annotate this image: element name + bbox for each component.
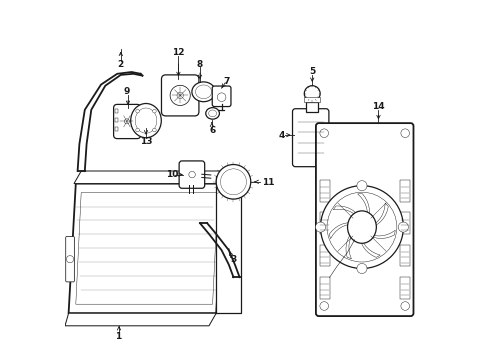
Circle shape	[217, 93, 226, 102]
Bar	[216, 176, 242, 313]
Text: 8: 8	[196, 60, 203, 69]
FancyBboxPatch shape	[66, 237, 74, 282]
Circle shape	[216, 165, 251, 199]
Ellipse shape	[192, 82, 215, 102]
Bar	[400, 277, 410, 299]
Text: 12: 12	[172, 48, 185, 57]
Bar	[115, 118, 118, 122]
Text: 10: 10	[166, 171, 178, 180]
Polygon shape	[371, 203, 389, 227]
Bar	[115, 109, 118, 113]
Text: 5: 5	[309, 68, 316, 77]
Polygon shape	[358, 194, 369, 220]
Ellipse shape	[206, 108, 220, 119]
Text: 11: 11	[262, 178, 275, 187]
Circle shape	[177, 92, 183, 99]
Polygon shape	[368, 230, 395, 238]
Circle shape	[170, 85, 190, 105]
Circle shape	[152, 109, 156, 113]
Text: 4: 4	[278, 131, 285, 140]
FancyBboxPatch shape	[293, 109, 329, 167]
Ellipse shape	[347, 211, 376, 243]
Circle shape	[67, 256, 74, 263]
Circle shape	[320, 302, 328, 310]
Polygon shape	[65, 313, 216, 326]
Bar	[400, 212, 410, 234]
Circle shape	[136, 128, 139, 132]
Circle shape	[316, 222, 325, 232]
Bar	[400, 180, 410, 202]
Polygon shape	[329, 223, 354, 239]
Bar	[319, 277, 330, 299]
Polygon shape	[69, 184, 223, 313]
Circle shape	[320, 186, 403, 269]
Bar	[220, 173, 236, 187]
Bar	[306, 102, 318, 112]
Polygon shape	[74, 171, 229, 184]
Circle shape	[398, 222, 408, 232]
Circle shape	[304, 86, 320, 102]
Circle shape	[357, 264, 367, 274]
Text: 3: 3	[230, 256, 237, 264]
Circle shape	[124, 119, 129, 124]
Text: 7: 7	[224, 77, 230, 85]
FancyBboxPatch shape	[316, 123, 414, 316]
Bar	[304, 97, 320, 102]
FancyBboxPatch shape	[162, 75, 199, 116]
Polygon shape	[360, 236, 380, 257]
Text: 9: 9	[124, 87, 130, 96]
Text: 6: 6	[210, 126, 216, 135]
Bar	[400, 245, 410, 266]
Circle shape	[357, 181, 367, 191]
Bar	[319, 212, 330, 234]
Circle shape	[320, 129, 328, 138]
Circle shape	[401, 302, 410, 310]
Polygon shape	[333, 206, 360, 219]
Polygon shape	[346, 231, 354, 259]
Text: 1: 1	[115, 332, 122, 341]
Bar	[319, 180, 330, 202]
Text: 13: 13	[140, 137, 152, 146]
Circle shape	[350, 216, 373, 239]
Ellipse shape	[131, 104, 161, 138]
Text: 14: 14	[372, 102, 385, 111]
Circle shape	[136, 109, 139, 113]
FancyBboxPatch shape	[179, 161, 205, 188]
Circle shape	[152, 128, 156, 132]
Circle shape	[189, 171, 196, 178]
Circle shape	[401, 129, 410, 138]
Bar	[115, 127, 118, 131]
Circle shape	[356, 221, 368, 233]
FancyBboxPatch shape	[114, 104, 141, 139]
Bar	[319, 245, 330, 266]
FancyBboxPatch shape	[212, 86, 231, 107]
Text: 2: 2	[118, 60, 124, 69]
